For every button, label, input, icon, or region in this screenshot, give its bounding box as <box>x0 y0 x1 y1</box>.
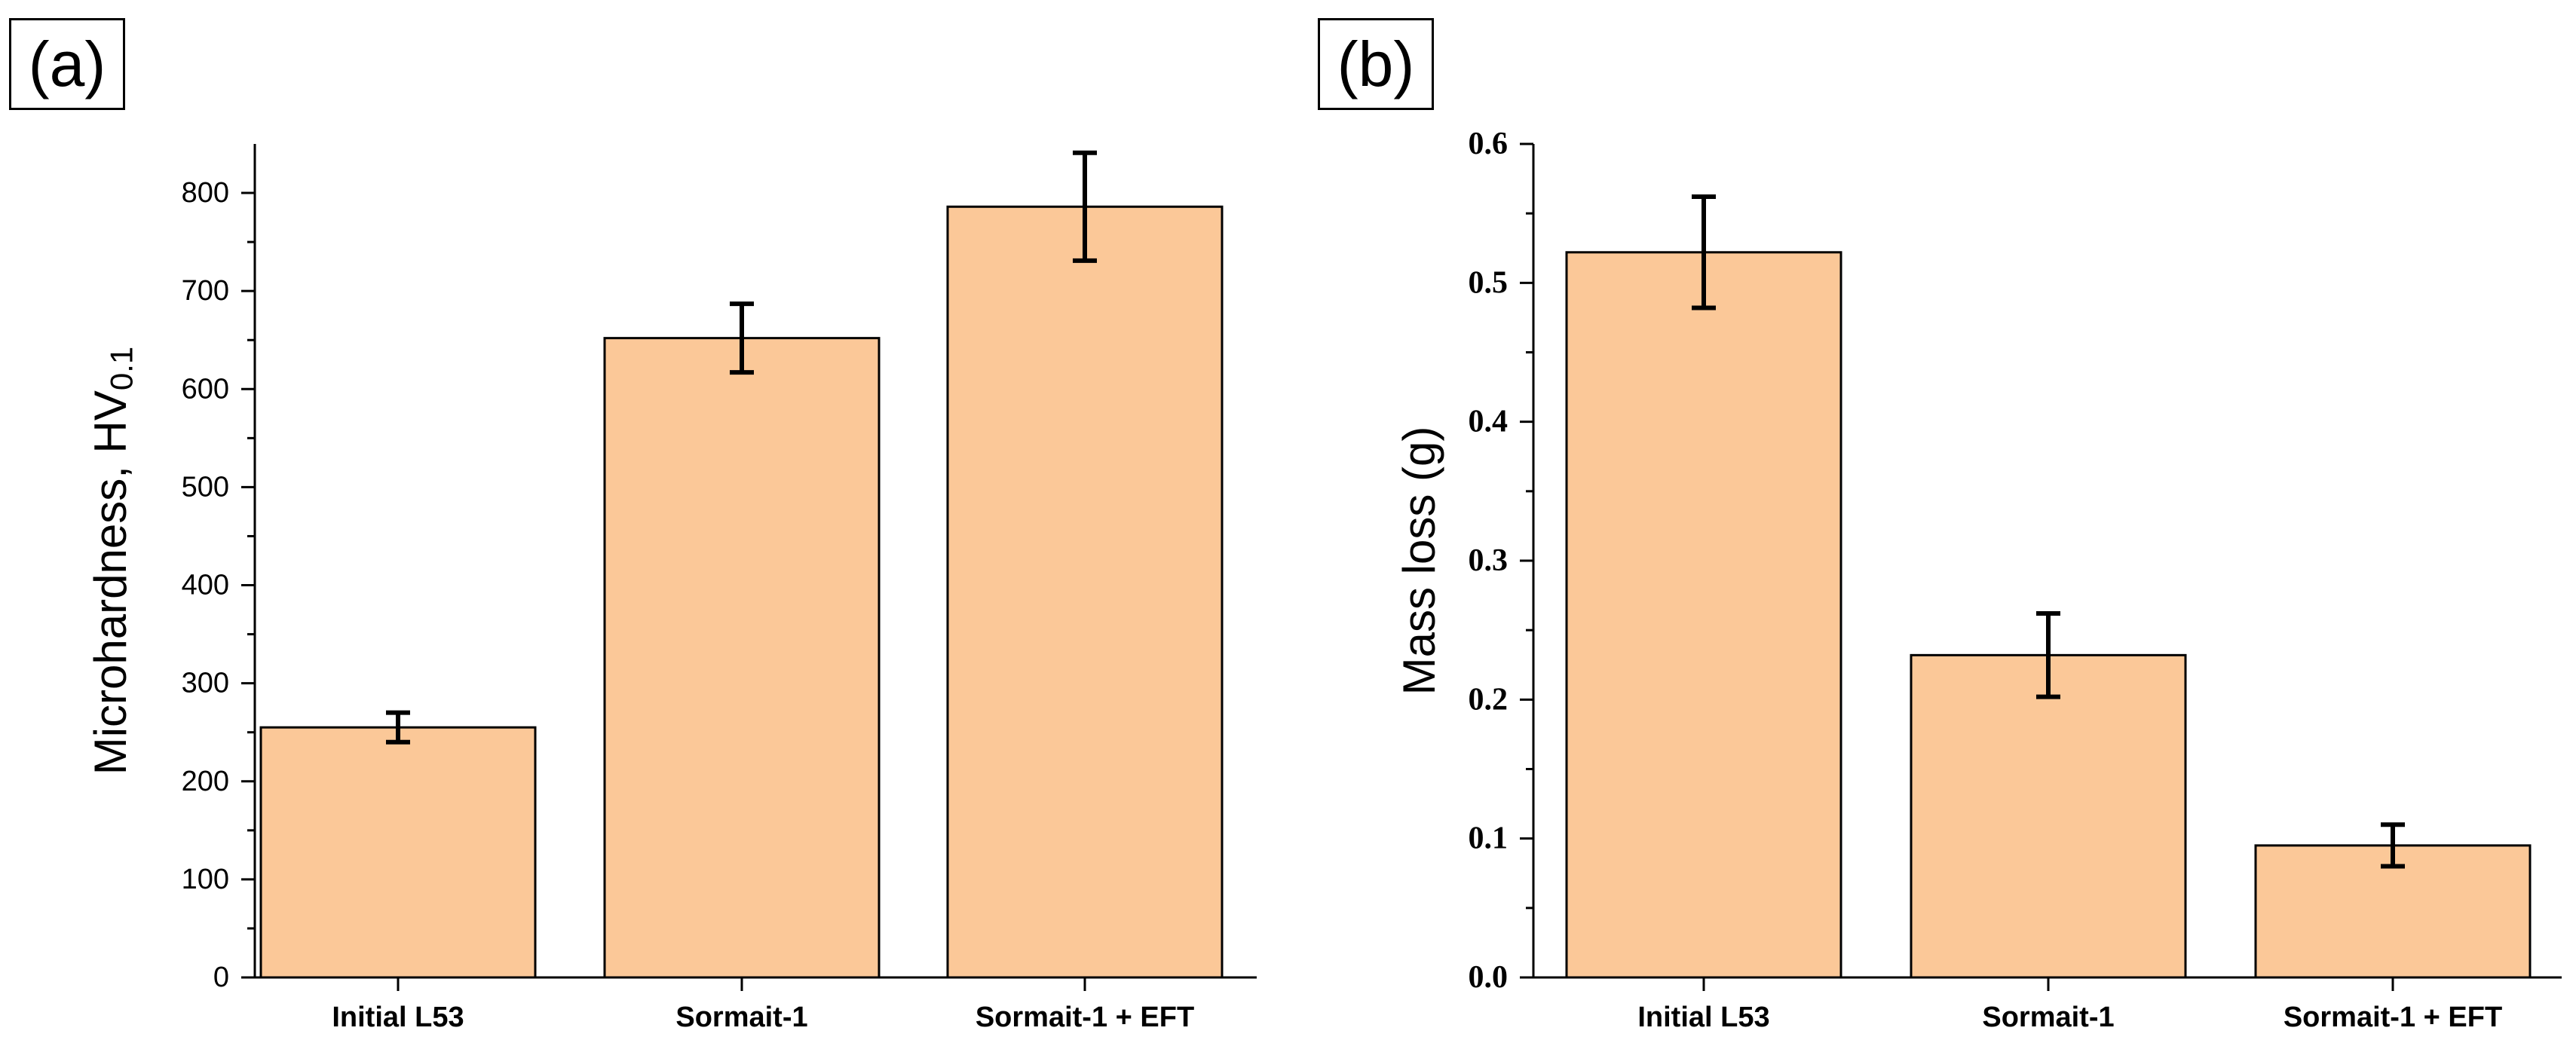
chart-a-bar <box>603 337 881 979</box>
chart-b-y-tick-label: 0.1 <box>1469 821 1509 856</box>
chart-a-x-tick-label: Sormait-1 + EFT <box>976 1002 1194 1033</box>
chart-b-y-axis-title: Mass loss (g) <box>1394 427 1444 696</box>
chart-a-y-tick-label: 700 <box>182 275 229 307</box>
chart-a-y-tick-label: 300 <box>182 668 229 699</box>
chart-a-y-tick-label: 0 <box>213 962 229 993</box>
chart-b-x-tick-label: Initial L53 <box>1637 1002 1769 1033</box>
chart-b-y-tick-label: 0.6 <box>1469 127 1509 161</box>
panel-a-label: (a) <box>9 18 125 110</box>
chart-b-y-tick-label: 0.0 <box>1469 960 1509 995</box>
chart-a-y-axis-title: Microhardness, HV0.1 <box>85 347 139 775</box>
chart-a-bar <box>946 205 1224 979</box>
chart-b-x-tick-label: Sormait-1 + EFT <box>2283 1002 2502 1033</box>
chart-b-x-tick-label: Sormait-1 <box>1982 1002 2114 1033</box>
chart-a-y-tick-label: 600 <box>182 373 229 405</box>
chart-b-bar <box>1910 653 2187 979</box>
chart-b-y-tick-label: 0.3 <box>1469 543 1509 578</box>
chart-a-x-tick-label: Initial L53 <box>332 1002 464 1033</box>
panel-b-label: (b) <box>1318 18 1434 110</box>
chart-b-y-tick-label: 0.2 <box>1469 682 1509 717</box>
chart-a-y-tick-label: 400 <box>182 570 229 601</box>
chart-b-y-tick-label: 0.4 <box>1469 405 1509 439</box>
chart-a-x-tick-label: Sormait-1 <box>675 1002 807 1033</box>
chart-b-bar <box>1565 251 1842 979</box>
chart-a-y-tick-label: 100 <box>182 864 229 895</box>
chart-a-y-tick-label: 200 <box>182 766 229 797</box>
chart-b-mass-loss: 0.0 0.1 0.2 0.3 0.4 0.5 0.6 Initial L53 Sormait-… <box>1394 127 2562 1033</box>
chart-a-y-tick-label: 500 <box>182 471 229 503</box>
chart-a-bar <box>259 726 537 979</box>
chart-a-y-tick-label: 800 <box>182 177 229 209</box>
chart-b-y-tick-label: 0.5 <box>1469 265 1509 300</box>
chart-a-microhardness: 0 100 200 300 400 500 600 700 800 Initial L53 Sorm… <box>85 144 1257 1033</box>
